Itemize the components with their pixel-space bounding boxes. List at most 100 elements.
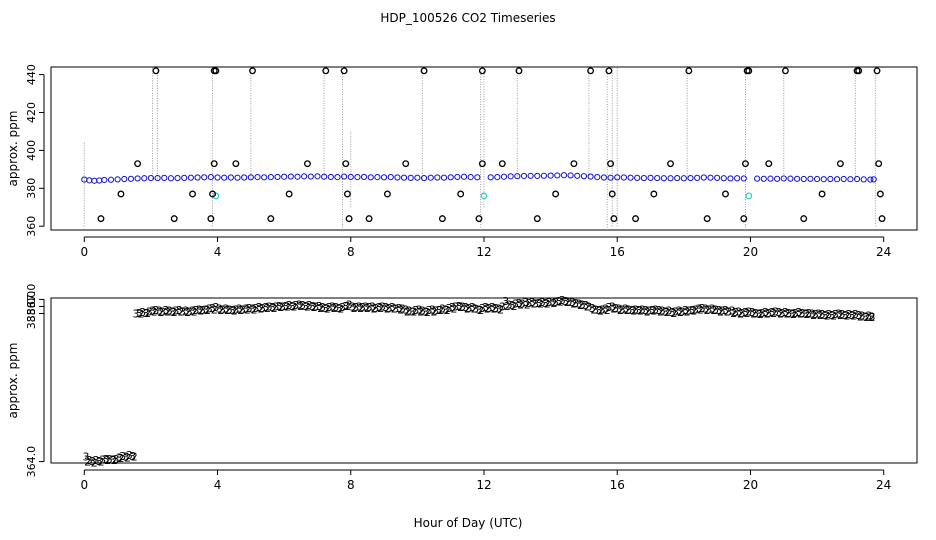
glyph-point-3: 3 bbox=[735, 305, 742, 318]
glyph-point-3: 3 bbox=[742, 306, 749, 319]
glyph-point-3: 3 bbox=[579, 298, 586, 311]
glyph-point-2: 2 bbox=[497, 303, 504, 316]
outlier-point bbox=[475, 215, 483, 223]
baseline-point bbox=[86, 177, 93, 184]
glyph-point-2: 2 bbox=[97, 456, 104, 469]
x-tick-label: 16 bbox=[610, 245, 625, 259]
outlier-point bbox=[209, 190, 216, 198]
glyph-point-2: 2 bbox=[237, 304, 244, 317]
glyph-point-3: 3 bbox=[389, 301, 396, 314]
glyph-point-3: 3 bbox=[839, 308, 846, 321]
glyph-point-3: 3 bbox=[509, 299, 516, 312]
baseline-point bbox=[534, 172, 541, 180]
baseline-point bbox=[647, 174, 654, 181]
glyph-point-3: 3 bbox=[349, 300, 356, 313]
glyph-point-2: 2 bbox=[717, 305, 724, 318]
glyph-point-3: 3 bbox=[442, 303, 449, 316]
glyph-point-3: 3 bbox=[792, 307, 799, 320]
baseline-point bbox=[767, 175, 774, 182]
glyph-point-3: 3 bbox=[729, 305, 736, 318]
glyph-point-3: 3 bbox=[505, 298, 512, 311]
baseline-point bbox=[594, 174, 601, 181]
outlier-point bbox=[210, 160, 218, 168]
glyph-point-3: 3 bbox=[89, 455, 96, 468]
glyph-point-3: 3 bbox=[112, 453, 119, 466]
glyph-point-2: 2 bbox=[471, 303, 478, 316]
glyph-point-3: 3 bbox=[402, 303, 409, 316]
outlier-point bbox=[800, 215, 808, 223]
outlier-point bbox=[876, 190, 884, 198]
glyph-point-3: 3 bbox=[192, 304, 199, 317]
glyph-point-3: 3 bbox=[219, 303, 226, 316]
outlier-point bbox=[533, 215, 541, 223]
glyph-point-2: 2 bbox=[137, 308, 144, 321]
glyph-point-2: 2 bbox=[431, 305, 438, 318]
glyph-point-3: 3 bbox=[86, 454, 93, 467]
glyph-point-3: 3 bbox=[769, 306, 776, 319]
glyph-point-2: 2 bbox=[91, 456, 98, 469]
baseline-point bbox=[847, 176, 854, 183]
glyph-point-3: 3 bbox=[789, 308, 796, 321]
outlier-point bbox=[722, 190, 729, 198]
baseline-point bbox=[194, 174, 201, 181]
glyph-point-3: 3 bbox=[162, 304, 169, 317]
glyph-point-3: 3 bbox=[489, 301, 496, 314]
glyph-point-3: 3 bbox=[549, 296, 556, 309]
glyph-point-3: 3 bbox=[679, 305, 686, 318]
glyph-point-2: 2 bbox=[544, 298, 551, 311]
glyph-point-3: 3 bbox=[682, 304, 689, 317]
glyph-point-3: 3 bbox=[359, 301, 366, 314]
glyph-point-3: 3 bbox=[346, 298, 353, 311]
glyph-point-3: 3 bbox=[642, 304, 649, 317]
glyph-point-3: 3 bbox=[212, 301, 219, 314]
baseline-point bbox=[434, 174, 441, 181]
baseline-point bbox=[234, 174, 241, 181]
glyph-point-2: 2 bbox=[357, 302, 364, 315]
glyph-point-3: 3 bbox=[332, 301, 339, 314]
baseline-point bbox=[387, 174, 394, 181]
glyph-point-3: 3 bbox=[169, 305, 176, 318]
glyph-point-3: 3 bbox=[466, 302, 473, 315]
glyph-point-3: 3 bbox=[652, 303, 659, 316]
x-tick-label: 12 bbox=[476, 245, 491, 259]
outlier-point bbox=[498, 160, 506, 168]
baseline-point bbox=[793, 175, 801, 182]
glyph-point-3: 3 bbox=[142, 307, 149, 320]
glyph-point-3: 3 bbox=[845, 308, 852, 321]
glyph-point-2: 2 bbox=[457, 301, 464, 314]
outlier-point bbox=[342, 160, 350, 168]
glyph-point-3: 3 bbox=[82, 451, 89, 464]
glyph-point-3: 3 bbox=[249, 303, 256, 316]
glyph-point-3: 3 bbox=[319, 301, 326, 314]
glyph-point-2: 2 bbox=[797, 308, 804, 321]
glyph-point-3: 3 bbox=[709, 303, 716, 316]
glyph-point-2: 2 bbox=[490, 303, 497, 316]
glyph-point-3: 3 bbox=[242, 303, 249, 316]
glyph-point-2: 2 bbox=[384, 303, 391, 316]
glyph-point-3: 3 bbox=[199, 304, 206, 317]
glyph-point-3: 3 bbox=[206, 303, 213, 316]
baseline-point bbox=[800, 175, 807, 183]
baseline-point bbox=[427, 174, 434, 181]
baseline-point bbox=[474, 174, 481, 181]
baseline-point bbox=[527, 172, 534, 179]
glyph-point-3: 3 bbox=[499, 300, 506, 313]
glyph-point-2: 2 bbox=[351, 302, 358, 315]
baseline-point bbox=[694, 174, 701, 181]
baseline-point bbox=[334, 174, 341, 181]
baseline-point bbox=[867, 176, 874, 183]
outlier-point bbox=[873, 67, 881, 75]
y-tick-label: 420 bbox=[25, 102, 38, 123]
x-tick-label: 4 bbox=[214, 245, 222, 259]
glyph-point-2: 2 bbox=[724, 305, 731, 318]
baseline-point bbox=[600, 174, 608, 181]
baseline-point bbox=[440, 174, 448, 181]
glyph-point-3: 3 bbox=[286, 299, 293, 312]
glyph-point-3: 3 bbox=[539, 296, 546, 309]
glyph-point-3: 3 bbox=[692, 303, 699, 316]
outlier-point bbox=[304, 160, 311, 168]
glyph-point-3: 3 bbox=[865, 310, 872, 323]
glyph-point-2: 2 bbox=[650, 305, 657, 318]
glyph-point-3: 3 bbox=[862, 310, 869, 323]
glyph-point-3: 3 bbox=[229, 304, 236, 317]
